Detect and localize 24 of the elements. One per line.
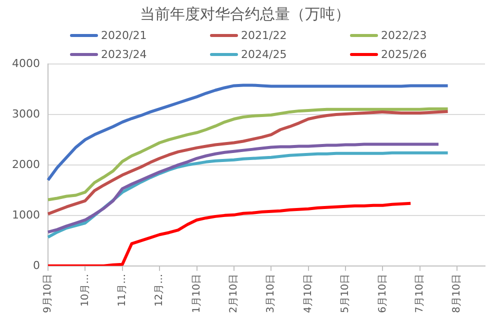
x-tick-label: 10月… xyxy=(80,274,91,307)
legend-label: 2025/26 xyxy=(381,48,427,61)
y-tick-label: 3000 xyxy=(12,107,40,120)
x-tick-label: 8月10日 xyxy=(452,274,463,314)
chart-title: 当前年度对华合约总量（万吨） xyxy=(140,4,350,23)
legend-label: 2024/25 xyxy=(241,48,287,61)
x-tick-label: 2月10日 xyxy=(228,274,240,314)
legend-label: 2022/23 xyxy=(381,29,427,42)
x-tick-label: 1月10日 xyxy=(191,274,202,314)
x-tick-label: 4月10日 xyxy=(302,274,314,314)
x-tick-label: 5月10日 xyxy=(340,274,352,314)
x-tick-label: 11月… xyxy=(116,274,128,307)
legend-label: 2021/22 xyxy=(241,29,287,42)
legend-label: 2020/21 xyxy=(101,29,147,42)
x-tick-label: 9月10日 xyxy=(42,274,54,314)
x-tick-label: 6月10日 xyxy=(377,274,388,314)
y-tick-label: 0 xyxy=(32,258,40,272)
x-tick-label: 3月10日 xyxy=(266,274,277,314)
x-tick-label: 7月10日 xyxy=(414,274,426,314)
x-tick-label: 12月… xyxy=(154,274,166,307)
y-tick-label: 4000 xyxy=(12,56,40,70)
legend-label: 2023/24 xyxy=(101,48,147,61)
y-tick-label: 2000 xyxy=(12,158,40,171)
y-tick-label: 1000 xyxy=(12,208,40,222)
